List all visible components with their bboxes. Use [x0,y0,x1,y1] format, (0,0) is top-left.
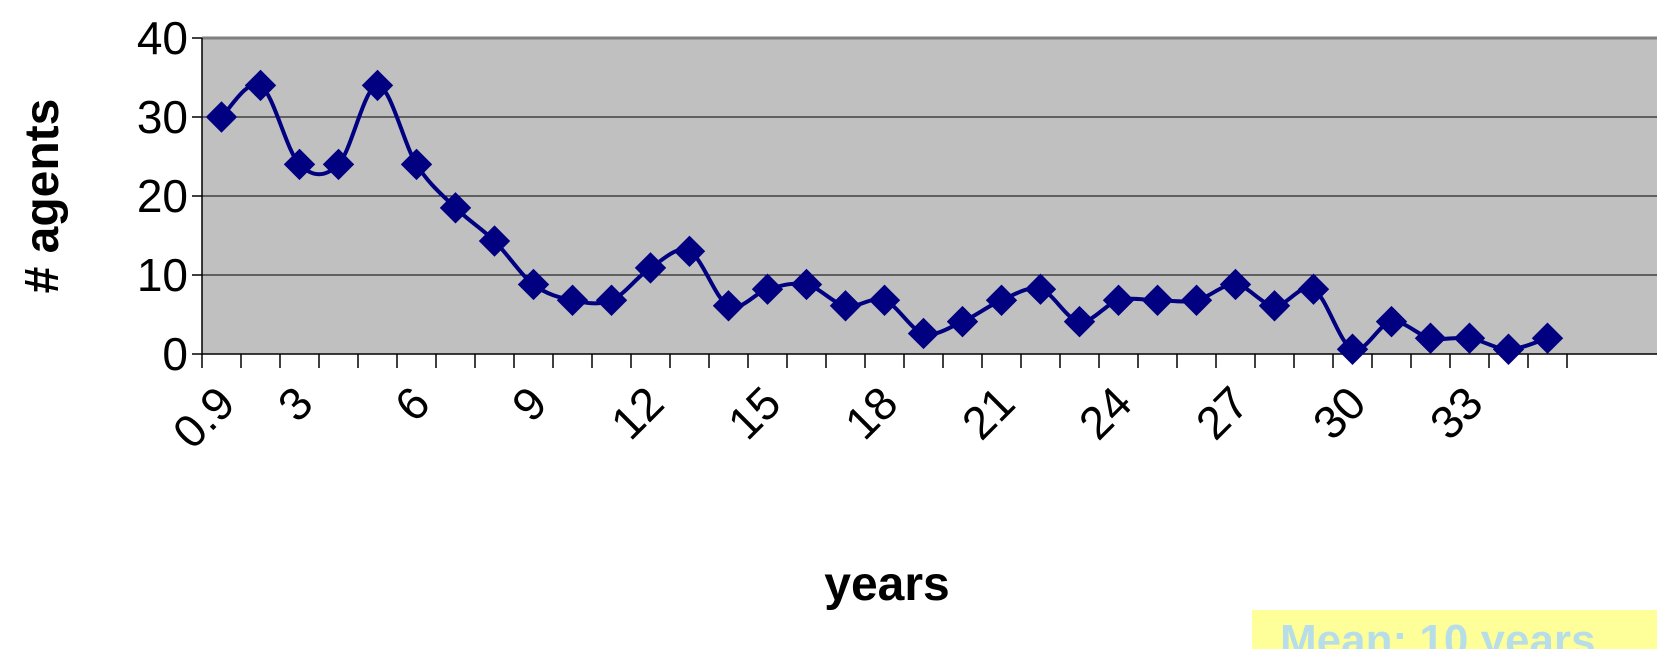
data-markers [205,69,1564,365]
x-tick-label: 15 [718,376,791,449]
x-tick-label: 30 [1303,376,1376,449]
y-tick-label: 0 [162,328,188,380]
x-ticks [201,354,1568,368]
data-point-marker [322,148,355,181]
data-point-marker [907,317,940,350]
x-tick-label: 12 [601,376,674,449]
mean-annotation-box: Mean: 10 years [1252,610,1657,649]
y-tick-label: 10 [137,249,188,301]
data-point-marker [790,268,823,301]
x-axis-title: years [824,558,949,611]
mean-annotation-text: Mean: 10 years [1280,616,1596,649]
y-axis-title: # agents [16,99,69,294]
data-point-marker [1063,305,1096,338]
data-point-marker [283,148,316,181]
data-point-marker [946,305,979,338]
y-tick-label: 40 [137,12,188,64]
data-point-marker [1531,322,1564,354]
y-tick-label: 20 [137,170,188,222]
data-point-marker [1219,268,1252,301]
data-point-marker [1453,322,1486,354]
data-point-marker [439,192,472,224]
data-point-marker [361,69,394,102]
data-point-marker [556,284,589,316]
data-point-marker [1141,284,1174,316]
x-tick-label: 27 [1186,376,1259,449]
data-point-marker [1297,273,1330,305]
data-point-marker [1375,305,1408,338]
x-tick-label: 9 [502,376,557,431]
x-tick-label: 33 [1420,376,1493,449]
x-tick-labels: 0.9 3 6 9 12 15 18 21 24 27 30 33 [163,376,1493,458]
data-point-marker [673,235,706,268]
data-point-marker [829,290,862,322]
data-point-marker [751,273,784,305]
data-point-marker [595,284,628,316]
x-tick-label: 18 [835,376,908,449]
data-point-marker [868,284,901,316]
data-point-marker [400,148,433,181]
x-tick-label: 0.9 [163,376,245,458]
data-point-marker [1414,322,1447,354]
data-point-marker [985,284,1018,316]
x-tick-label: 3 [268,376,323,431]
x-tick-label: 21 [952,376,1025,449]
data-point-marker [1102,284,1135,316]
y-tick-label: 30 [137,91,188,143]
data-point-marker [478,225,511,257]
data-point-marker [712,290,745,322]
x-tick-label: 6 [385,376,440,431]
data-point-marker [634,252,667,284]
data-point-marker [1492,333,1525,365]
x-tick-label: 24 [1069,376,1142,449]
y-tick-labels: 0 10 20 30 40 [137,12,202,380]
data-point-marker [1336,333,1369,365]
data-point-marker [1180,284,1213,316]
data-point-marker [244,69,277,102]
data-point-marker [205,101,238,133]
data-point-marker [1024,273,1057,305]
data-point-marker [1258,290,1291,322]
data-point-marker [517,268,550,301]
